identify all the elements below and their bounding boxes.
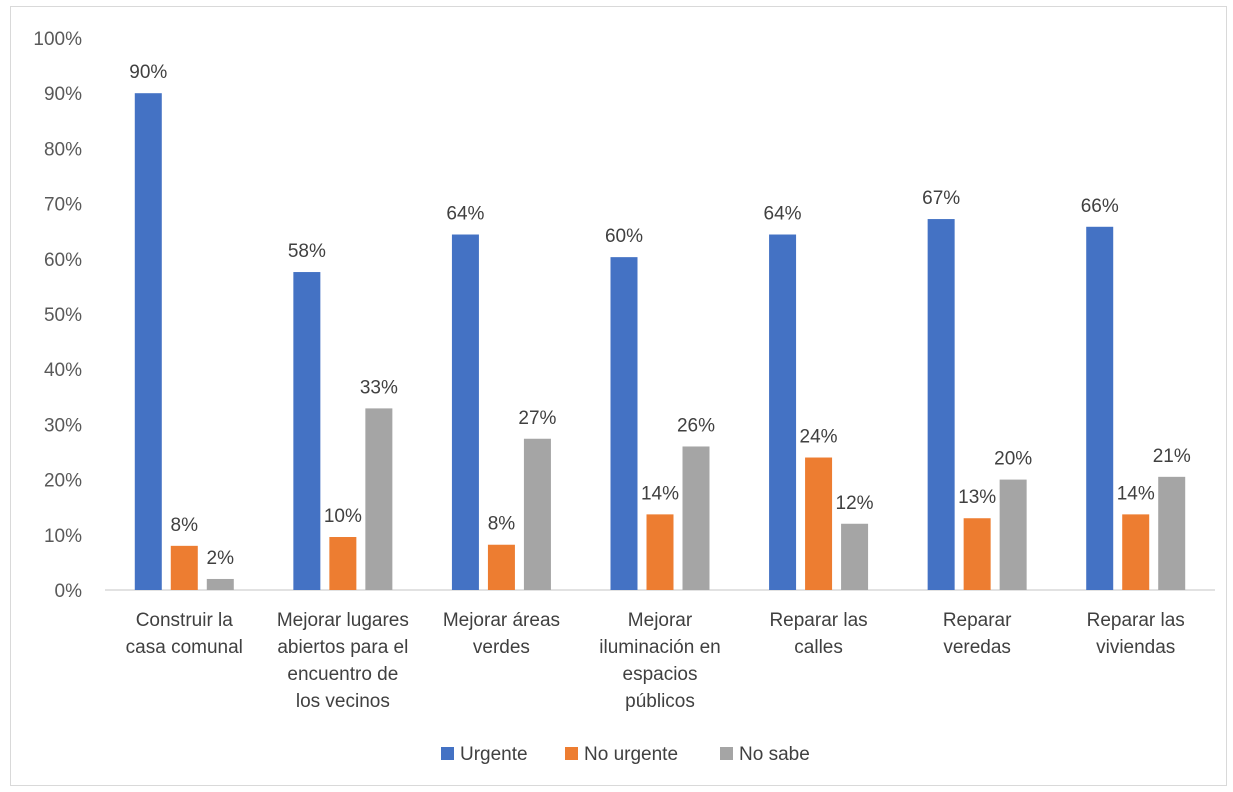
category-label-line: Reparar las xyxy=(1087,610,1185,631)
category-label-line: Reparar las xyxy=(769,610,867,631)
category-label-line: calles xyxy=(794,637,843,658)
data-label: 8% xyxy=(488,514,516,535)
data-label: 58% xyxy=(288,241,326,262)
y-tick-label: 100% xyxy=(33,29,82,50)
data-label: 67% xyxy=(922,188,960,209)
legend-swatch xyxy=(441,747,454,760)
legend-label: No sabe xyxy=(739,744,810,765)
category-label: Mejorar lugares abiertos para el encuentro… xyxy=(277,610,409,712)
y-tick-label: 80% xyxy=(44,139,82,160)
data-label: 66% xyxy=(1081,196,1119,217)
bar-urgente xyxy=(293,272,321,590)
category-label-line: viviendas xyxy=(1096,637,1175,658)
data-label: 27% xyxy=(518,408,556,429)
y-tick-label: 40% xyxy=(44,360,82,381)
category-label-line: Mejorar áreas xyxy=(443,610,560,631)
data-label: 10% xyxy=(324,506,362,527)
y-tick-label: 20% xyxy=(44,471,82,492)
legend-label: Urgente xyxy=(460,744,528,765)
data-label: 2% xyxy=(207,548,235,569)
category-label: Construir la casa comunal xyxy=(126,610,243,658)
data-label: 33% xyxy=(360,377,398,398)
y-tick-label: 0% xyxy=(55,581,83,602)
category-label-line: casa comunal xyxy=(126,637,243,658)
bar-no-urgente xyxy=(487,544,515,590)
data-label: 60% xyxy=(605,226,643,247)
legend-swatch xyxy=(720,747,733,760)
category-label-line: Mejorar lugares xyxy=(277,610,409,631)
bar-no-sabe xyxy=(365,408,393,590)
bar-no-urgente xyxy=(805,457,833,590)
category-label: Reparar las calles xyxy=(769,610,867,658)
y-tick-label: 70% xyxy=(44,195,82,216)
bar-urgente xyxy=(610,257,638,590)
bar-urgente xyxy=(451,234,479,590)
data-label: 24% xyxy=(800,427,838,448)
legend-label: No urgente xyxy=(584,744,678,765)
category-label-line: encuentro de xyxy=(287,664,398,685)
data-label: 90% xyxy=(129,62,167,83)
data-label: 13% xyxy=(958,487,996,508)
bar-no-urgente xyxy=(646,514,674,590)
data-label: 20% xyxy=(994,449,1032,470)
data-label: 64% xyxy=(446,204,484,225)
category-label-line: espacios xyxy=(623,664,698,685)
category-label-line: abiertos para el xyxy=(277,637,408,658)
category-label: Mejorar iluminación en espacios públicos xyxy=(599,610,720,712)
y-tick-label: 90% xyxy=(44,84,82,105)
bar-no-sabe xyxy=(1158,476,1186,590)
bar-no-urgente xyxy=(170,545,198,590)
bar-urgente xyxy=(1086,226,1114,590)
bar-no-sabe xyxy=(523,438,551,590)
bar-urgente xyxy=(927,219,955,590)
bar-no-urgente xyxy=(963,518,991,590)
bar-no-urgente xyxy=(1122,514,1150,590)
bar-no-sabe xyxy=(999,479,1027,590)
category-label-line: públicos xyxy=(625,691,695,712)
category-label-line: verdes xyxy=(473,637,530,658)
legend-swatch xyxy=(565,747,578,760)
category-label-line: veredas xyxy=(943,637,1011,658)
data-label: 14% xyxy=(641,483,679,504)
category-label: Mejorar áreas verdes xyxy=(443,610,560,658)
bar-urgente xyxy=(769,234,797,590)
category-label-line: Mejorar xyxy=(628,610,693,631)
category-label-line: Reparar xyxy=(943,610,1012,631)
category-label-line: iluminación en xyxy=(599,637,720,658)
bar-no-sabe xyxy=(206,578,234,590)
bar-no-sabe xyxy=(841,523,869,590)
category-label: Reparar veredas xyxy=(943,610,1012,658)
category-label-line: los vecinos xyxy=(296,691,390,712)
data-label: 8% xyxy=(171,515,199,536)
bar-no-sabe xyxy=(682,446,710,590)
data-label: 64% xyxy=(764,204,802,225)
category-label-line: Construir la xyxy=(136,610,234,631)
bar-urgente xyxy=(134,93,162,590)
y-tick-label: 30% xyxy=(44,415,82,436)
data-label: 21% xyxy=(1153,446,1191,467)
data-label: 26% xyxy=(677,415,715,436)
category-label: Reparar las viviendas xyxy=(1087,610,1185,658)
y-tick-label: 60% xyxy=(44,250,82,271)
y-tick-label: 50% xyxy=(44,305,82,326)
y-tick-label: 10% xyxy=(44,526,82,547)
data-label: 14% xyxy=(1117,483,1155,504)
data-label: 12% xyxy=(836,493,874,514)
bar-no-urgente xyxy=(329,537,357,590)
